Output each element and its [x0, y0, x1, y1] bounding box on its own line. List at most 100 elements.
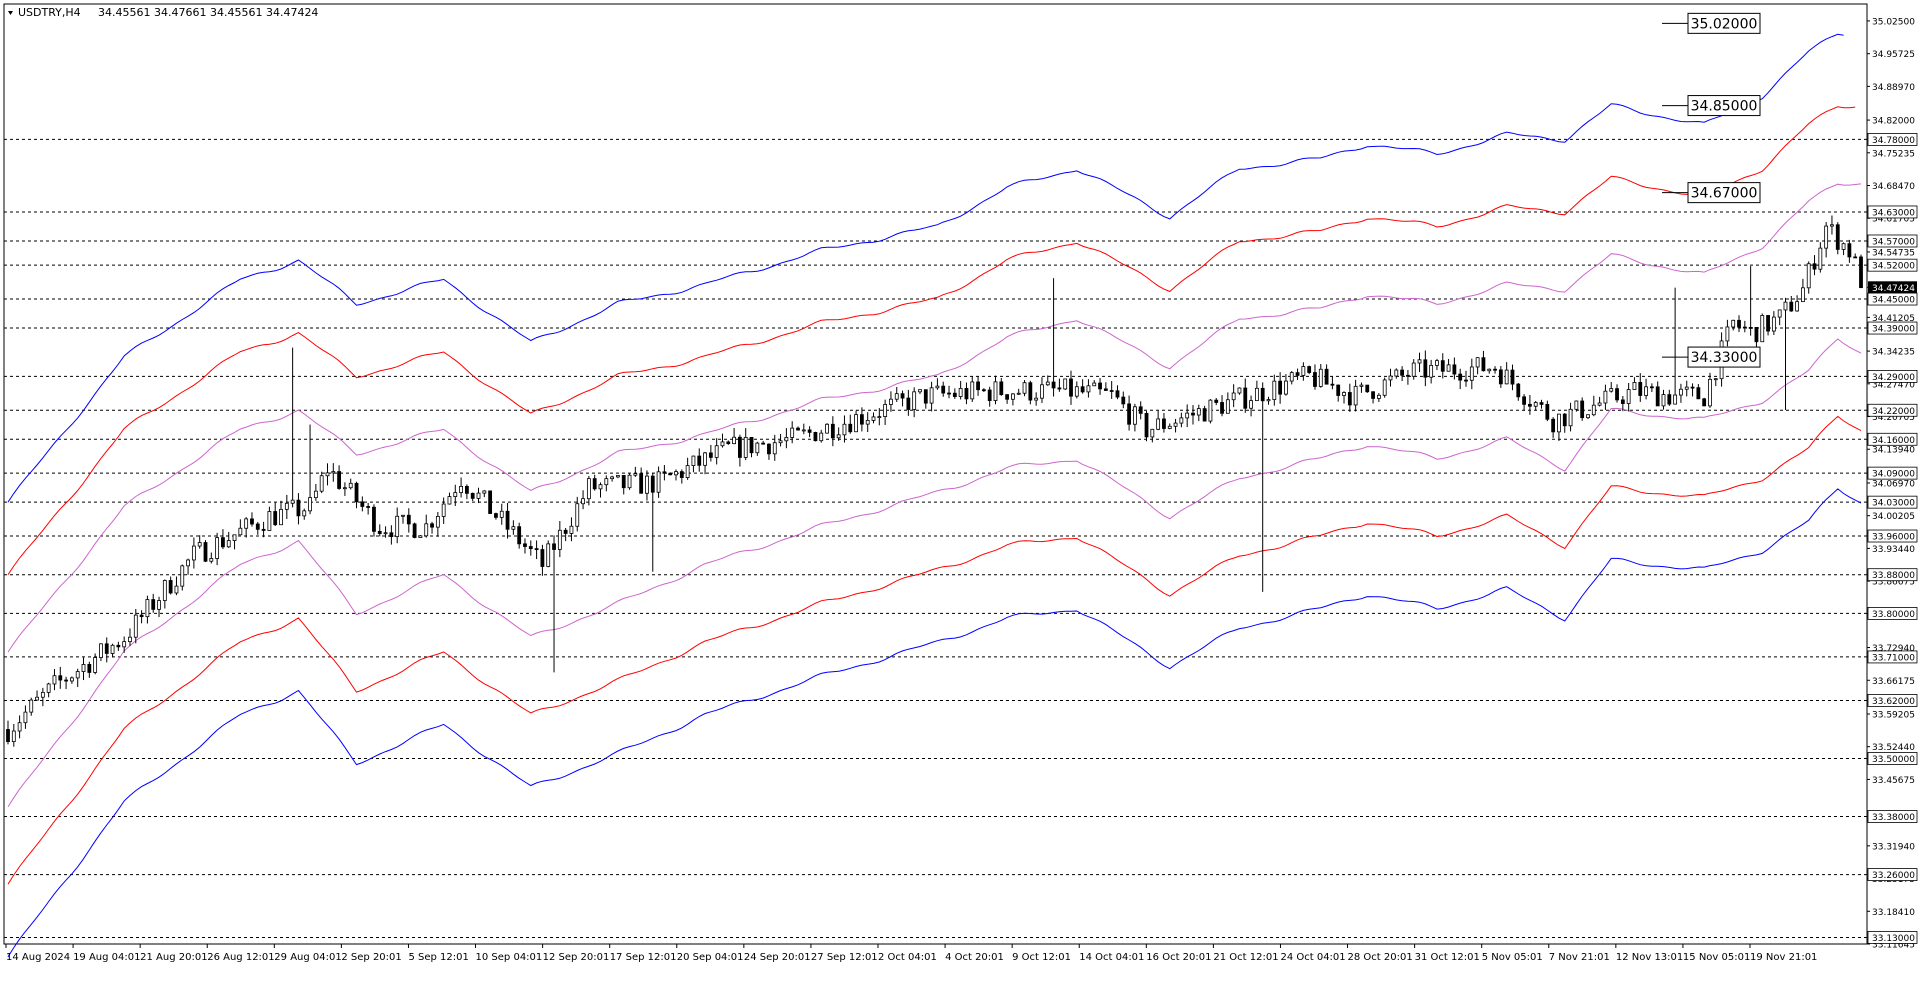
- level-price-box: [1867, 607, 1918, 620]
- candle-body: [1301, 366, 1306, 376]
- candle-body: [1162, 418, 1166, 429]
- candle-body: [1632, 382, 1637, 390]
- time-tick-label: 16 Oct 20:01: [1146, 952, 1211, 963]
- candle-body: [1801, 287, 1805, 303]
- candle-body: [557, 529, 562, 550]
- candle-body: [592, 478, 597, 490]
- candle-body: [981, 389, 986, 392]
- level-price-box: [1867, 403, 1918, 417]
- candle-body: [1063, 378, 1068, 390]
- candle-body: [418, 535, 423, 538]
- level-price-label: 34.16000: [1872, 436, 1915, 446]
- candle-body: [64, 679, 68, 682]
- time-tick-label: 5 Nov 05:01: [1482, 952, 1543, 963]
- candle-body: [738, 436, 742, 458]
- candle-body: [1295, 372, 1300, 376]
- candle-body: [952, 392, 957, 397]
- candle-body: [552, 543, 556, 550]
- candle-body: [1527, 403, 1532, 407]
- candle-body: [755, 442, 760, 454]
- dropdown-triangle-icon: [8, 11, 13, 15]
- candle-body: [1051, 381, 1056, 389]
- candle-body: [279, 508, 283, 526]
- time-tick-label: 9 Oct 12:01: [1012, 952, 1071, 963]
- candle-body: [75, 671, 80, 679]
- candle-body: [697, 455, 702, 466]
- candle-body: [1249, 400, 1253, 409]
- candle-body: [1022, 382, 1027, 394]
- candle-body: [1504, 369, 1509, 385]
- level-price-box: [1867, 868, 1918, 881]
- candle-body: [1359, 384, 1364, 387]
- candle-body: [1562, 413, 1567, 427]
- annotation-box: [1687, 95, 1761, 117]
- price-tick-label: 33.66175: [1872, 677, 1915, 687]
- level-price-box: [1867, 258, 1918, 272]
- level-price-label: 33.50000: [1872, 755, 1915, 765]
- band-inner-lower: [7, 338, 1862, 808]
- candle-body: [383, 532, 388, 535]
- candle-body: [1179, 417, 1184, 424]
- candle-body: [1365, 384, 1370, 393]
- candle-body: [970, 381, 975, 400]
- candle-body: [1202, 408, 1207, 422]
- time-tick-label: 7 Nov 21:01: [1549, 952, 1610, 963]
- candle-body: [1806, 263, 1811, 289]
- level-price-label: 34.57000: [1872, 237, 1915, 247]
- level-price-label: 34.09000: [1872, 470, 1915, 480]
- level-price-label: 34.45000: [1872, 296, 1915, 306]
- candle-body: [1382, 379, 1387, 396]
- candle-body: [1539, 402, 1544, 405]
- candle-body: [360, 501, 365, 507]
- candle-body: [523, 543, 527, 547]
- candle-body: [499, 510, 504, 518]
- candle-body: [563, 529, 568, 534]
- candle-body: [1713, 378, 1718, 381]
- candle-body: [1150, 428, 1155, 438]
- level-price-label: 33.88000: [1872, 571, 1915, 581]
- candle-body: [639, 473, 644, 494]
- time-tick-label: 15 Nov 05:01: [1683, 952, 1750, 963]
- candle-body: [1464, 379, 1468, 382]
- candle-body: [1324, 368, 1329, 385]
- candle-body: [1225, 399, 1230, 414]
- candle-body: [267, 511, 272, 531]
- candle-body: [598, 484, 603, 490]
- candle-body: [772, 442, 777, 455]
- candle-body: [569, 525, 574, 534]
- candle-body: [325, 472, 330, 477]
- candle-body: [459, 485, 463, 493]
- candle-body: [1103, 388, 1108, 391]
- candle-body: [1568, 408, 1573, 427]
- candle-body: [1278, 380, 1283, 395]
- candle-body: [389, 532, 394, 538]
- candle-body: [133, 614, 138, 638]
- current-price-label: 34.47424: [1872, 284, 1915, 294]
- candle-body: [412, 523, 417, 538]
- candle-body: [1690, 386, 1695, 389]
- candle-body: [813, 431, 818, 442]
- candle-body: [58, 675, 63, 681]
- candle-body: [1812, 263, 1817, 270]
- candle-body: [470, 492, 475, 499]
- candle-body: [145, 599, 150, 618]
- candle-body: [621, 475, 626, 489]
- candle-body: [1429, 364, 1434, 378]
- candle-body: [976, 381, 980, 391]
- candle-body: [1847, 243, 1852, 258]
- candle-body: [1220, 402, 1224, 414]
- candle-body: [221, 537, 225, 548]
- level-price-box: [1867, 752, 1918, 765]
- candle-body: [250, 518, 254, 525]
- annotation-34.85000: 34.85000: [1662, 95, 1761, 117]
- candle-body: [1696, 387, 1701, 400]
- time-tick-label: 24 Sep 20:01: [744, 952, 811, 963]
- candle-body: [337, 471, 342, 489]
- price-tick-label: 33.45675: [1872, 776, 1915, 786]
- candle-body: [1185, 412, 1190, 419]
- candle-body: [273, 511, 278, 526]
- candle-body: [69, 677, 74, 682]
- price-tick-label: 34.54735: [1872, 248, 1915, 258]
